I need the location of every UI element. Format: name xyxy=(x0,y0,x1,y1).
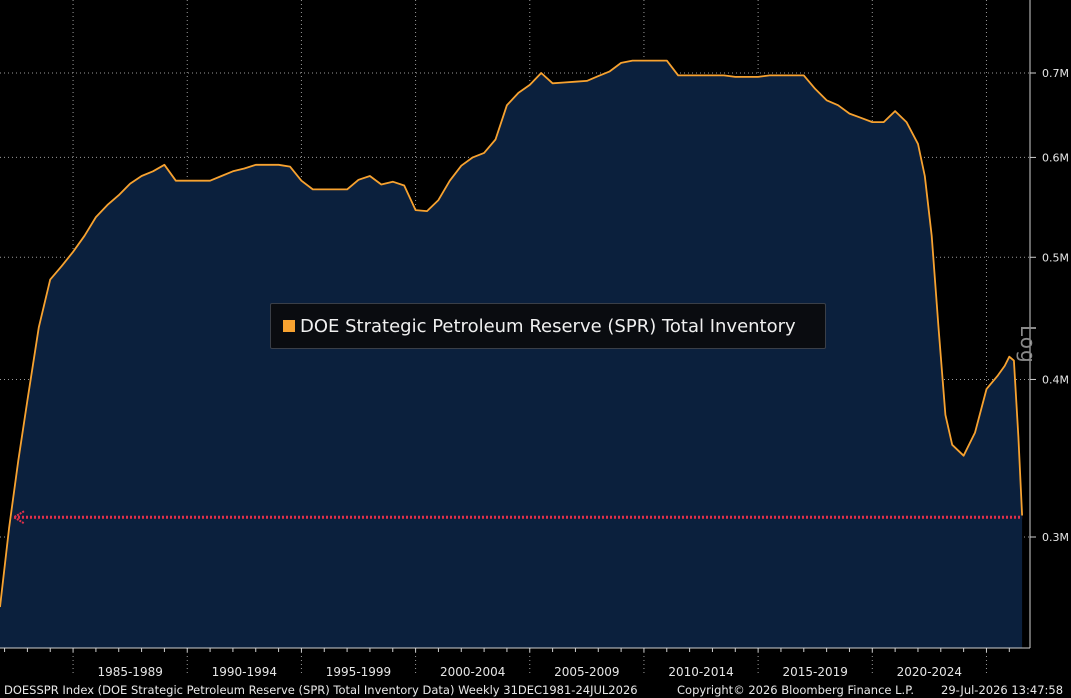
x-tick-label: 2000-2004 xyxy=(440,665,505,679)
y-tick-label: 0.6M xyxy=(1042,151,1069,164)
y-tick-label: 0.7M xyxy=(1042,67,1069,80)
log-scale-label: Log xyxy=(1016,325,1040,364)
y-tick-label: 0.3M xyxy=(1042,531,1069,544)
x-tick-label: 2020-2024 xyxy=(897,665,962,679)
x-tick-label: 1990-1994 xyxy=(212,665,277,679)
chart-footer: DOESSPR Index (DOE Strategic Petroleum R… xyxy=(0,681,1071,698)
legend-label: DOE Strategic Petroleum Reserve (SPR) To… xyxy=(300,315,796,337)
footer-security-description: DOESSPR Index (DOE Strategic Petroleum R… xyxy=(4,683,638,697)
axis-layer: 0.3M 0.4M 0.5M 0.6M 0.7M 1985-1989 1990-1994 19… xyxy=(0,0,1069,679)
series-area xyxy=(0,60,1023,649)
x-tick-label: 1995-1999 xyxy=(326,665,391,679)
y-tick-label: 0.4M xyxy=(1042,373,1069,386)
plot-layer xyxy=(0,59,1023,649)
legend-swatch xyxy=(283,320,295,332)
x-tick-label: 2015-2019 xyxy=(782,665,847,679)
footer-copyright: Copyright© 2026 Bloomberg Finance L.P. xyxy=(677,683,914,697)
y-tick-label: 0.5M xyxy=(1042,251,1069,264)
footer-timestamp: 29-Jul-2026 13:47:58 xyxy=(941,683,1064,697)
x-tick-label: 1985-1989 xyxy=(97,665,162,679)
x-tick-label: 2010-2014 xyxy=(668,665,733,679)
chart-legend: DOE Strategic Petroleum Reserve (SPR) To… xyxy=(270,303,826,349)
x-tick-label: 2005-2009 xyxy=(554,665,619,679)
series-line xyxy=(0,59,1023,608)
last-value-arrow xyxy=(12,510,25,525)
